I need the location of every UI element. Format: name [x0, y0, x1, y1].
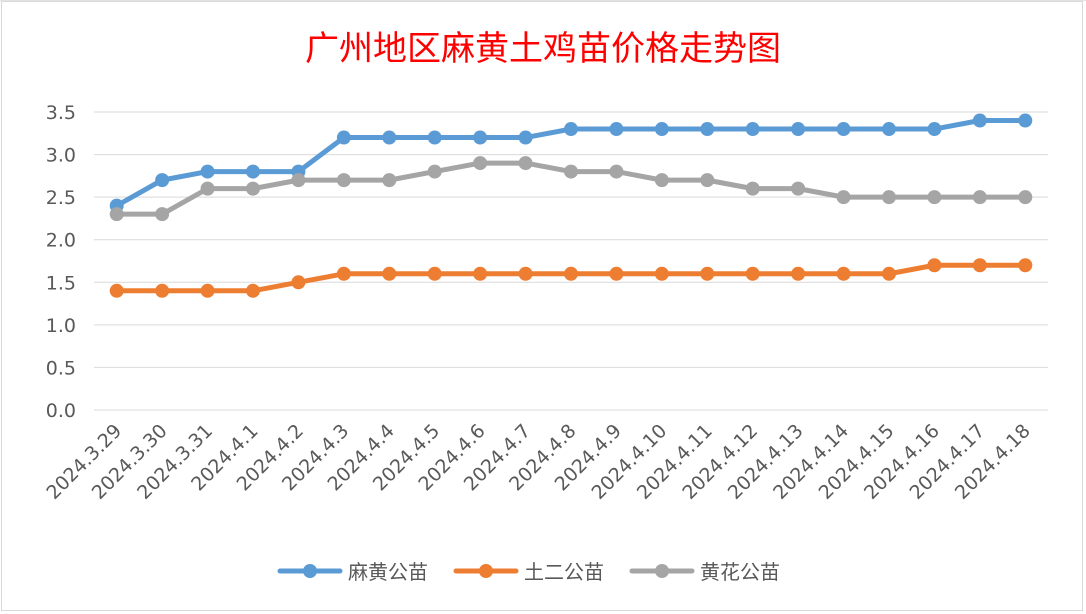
- data-point: [927, 190, 942, 205]
- data-point: [155, 173, 170, 188]
- data-point: [1018, 190, 1033, 205]
- data-point: [791, 266, 806, 281]
- data-point: [654, 122, 669, 137]
- data-point: [745, 181, 760, 196]
- data-point: [836, 266, 851, 281]
- y-tick-label: 0.0: [46, 400, 76, 422]
- data-point: [564, 266, 578, 281]
- gridlines: [94, 111, 1048, 411]
- data-point: [109, 207, 124, 222]
- data-point: [382, 173, 397, 188]
- y-tick-label: 3.5: [46, 102, 76, 124]
- data-point: [609, 266, 624, 281]
- y-tick-label: 2.5: [46, 187, 76, 209]
- data-point: [336, 130, 351, 145]
- y-tick-label: 1.0: [46, 315, 76, 337]
- data-point: [745, 266, 760, 281]
- data-point: [109, 283, 124, 298]
- data-point: [700, 122, 715, 137]
- data-point: [882, 266, 896, 281]
- legend-item: 麻黄公苗: [277, 560, 428, 584]
- data-point: [927, 258, 942, 273]
- data-point: [882, 190, 896, 205]
- legend-item: 土二公苗: [453, 560, 604, 584]
- data-point: [427, 164, 442, 179]
- data-point: [927, 122, 942, 137]
- series-1: [109, 113, 1033, 213]
- data-point: [473, 266, 488, 281]
- data-point: [336, 266, 351, 281]
- data-point: [427, 130, 442, 145]
- legend-item: 黄花公苗: [629, 560, 780, 584]
- data-point: [336, 173, 351, 188]
- chart-title: 广州地区麻黄土鸡苗价格走势图: [305, 29, 781, 69]
- legend-marker: [303, 564, 317, 578]
- data-point: [200, 181, 215, 196]
- data-point: [972, 190, 987, 205]
- series-group: [109, 113, 1033, 298]
- data-point: [200, 283, 215, 298]
- data-point: [291, 275, 306, 290]
- y-tick-label: 1.5: [46, 272, 76, 294]
- data-point: [564, 122, 578, 137]
- data-point: [246, 283, 260, 298]
- sheet-gridline: [0, 0, 1086, 1]
- data-point: [609, 164, 624, 179]
- data-point: [1018, 258, 1033, 273]
- legend-label: 黄花公苗: [700, 560, 780, 584]
- data-point: [518, 130, 533, 145]
- data-point: [473, 156, 488, 171]
- data-point: [382, 130, 397, 145]
- data-point: [609, 122, 624, 137]
- data-point: [791, 122, 806, 137]
- legend: 麻黄公苗 土二公苗 黄花公苗: [277, 560, 780, 584]
- data-point: [791, 181, 806, 196]
- data-point: [836, 122, 851, 137]
- legend-label: 麻黄公苗: [348, 560, 428, 584]
- data-point: [564, 164, 578, 179]
- x-axis-ticks: 2024.3.292024.3.302024.3.312024.4.12024.…: [42, 420, 1035, 504]
- data-point: [155, 283, 170, 298]
- data-point: [246, 181, 260, 196]
- data-point: [654, 173, 669, 188]
- legend-marker: [655, 564, 669, 578]
- series-2: [109, 258, 1033, 298]
- data-point: [246, 164, 260, 179]
- data-point: [700, 266, 715, 281]
- data-point: [382, 266, 397, 281]
- data-point: [745, 122, 760, 137]
- data-point: [518, 266, 533, 281]
- data-point: [654, 266, 669, 281]
- y-tick-label: 0.5: [46, 357, 76, 379]
- data-point: [291, 173, 306, 188]
- data-point: [972, 258, 987, 273]
- data-point: [427, 266, 442, 281]
- y-axis-ticks: 0.0 0.5 1.0 1.5 2.0 2.5 3.0 3.5: [46, 102, 76, 422]
- data-point: [155, 207, 170, 222]
- legend-label: 土二公苗: [524, 560, 604, 584]
- data-point: [200, 164, 215, 179]
- y-tick-label: 3.0: [46, 145, 76, 167]
- data-point: [518, 156, 533, 171]
- y-tick-label: 2.0: [46, 230, 76, 252]
- data-point: [836, 190, 851, 205]
- data-point: [700, 173, 715, 188]
- data-point: [473, 130, 488, 145]
- data-point: [972, 113, 987, 128]
- series-3: [109, 156, 1033, 222]
- legend-marker: [479, 564, 493, 578]
- data-point: [882, 122, 896, 137]
- data-point: [1018, 113, 1033, 128]
